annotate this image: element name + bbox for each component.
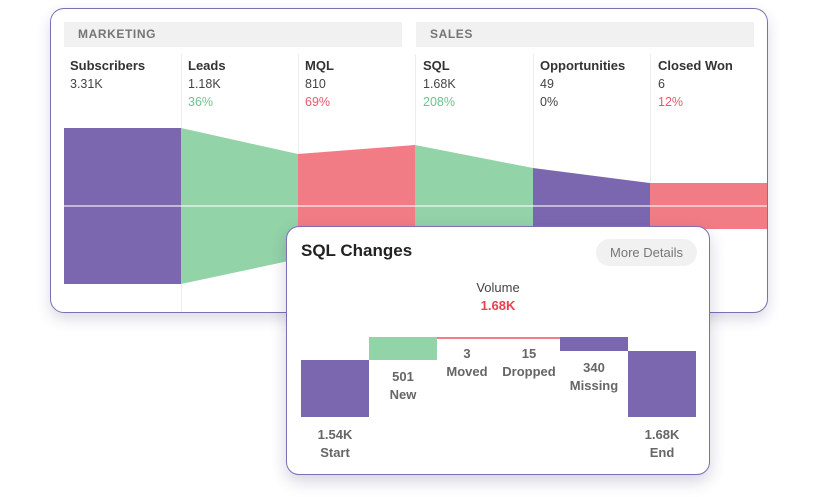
stage-value: 1.18K (188, 77, 221, 91)
waterfall-category: New (389, 387, 417, 402)
stage-sql[interactable]: SQL 1.68K 208% (423, 57, 540, 111)
waterfall-category: End (649, 445, 675, 460)
stage-name: Subscribers (70, 58, 146, 73)
volume-label: Volume (476, 280, 520, 295)
waterfall-value: 340 (583, 360, 605, 375)
sql-changes-popup: SQL Changes More Details Volume 1.68K 1.… (286, 226, 710, 475)
waterfall-value: 1.54K (317, 427, 353, 442)
stage-conversion: 208% (423, 95, 455, 109)
stage-opportunities[interactable]: Opportunities 49 0% (540, 57, 657, 111)
waterfall-bar-start (301, 360, 369, 417)
stage-mql[interactable]: MQL 810 69% (305, 57, 422, 111)
stage-name: Opportunities (540, 58, 626, 73)
waterfall-bar-moved (437, 337, 505, 339)
stage-closed-won[interactable]: Closed Won 6 12% (658, 57, 767, 111)
stage-name: MQL (305, 58, 334, 73)
section-header-marketing: MARKETING (64, 22, 402, 47)
waterfall-bar-end (628, 351, 696, 417)
waterfall-label-end: 1.68K End (622, 426, 702, 462)
stage-name: Closed Won (658, 58, 733, 73)
stage-value: 3.31K (70, 77, 103, 91)
stage-conversion: 12% (658, 95, 684, 109)
stage-value: 6 (658, 77, 665, 91)
volume-value: 1.68K (480, 298, 516, 313)
waterfall-category: Moved (446, 364, 488, 379)
stage-name: Leads (188, 58, 226, 73)
waterfall-bar-dropped (500, 337, 568, 339)
waterfall-value: 1.68K (644, 427, 680, 442)
waterfall-label-missing: 340 Missing (554, 359, 634, 395)
waterfall-label-new: 501 New (363, 368, 443, 404)
stage-conversion: 36% (188, 95, 214, 109)
stage-subscribers[interactable]: Subscribers 3.31K (70, 57, 187, 93)
waterfall-chart (301, 337, 696, 417)
waterfall-value: 15 (521, 346, 537, 361)
more-details-button[interactable]: More Details (596, 239, 697, 266)
waterfall-label-start: 1.54K Start (295, 426, 375, 462)
stage-value: 810 (305, 77, 326, 91)
stage-leads[interactable]: Leads 1.18K 36% (188, 57, 305, 111)
popup-title: SQL Changes (301, 241, 413, 260)
waterfall-bar-new (369, 337, 437, 360)
waterfall-category: Start (320, 445, 350, 460)
stage-conversion: 0% (540, 95, 559, 109)
stage-name: SQL (423, 58, 450, 73)
section-header-sales: SALES (416, 22, 754, 47)
waterfall-label-dropped: 15 Dropped (489, 345, 569, 381)
stage-value: 1.68K (423, 77, 456, 91)
waterfall-value: 501 (392, 369, 414, 384)
waterfall-label-moved: 3 Moved (427, 345, 507, 381)
stage-conversion: 69% (305, 95, 331, 109)
waterfall-category: Dropped (502, 364, 556, 379)
waterfall-category: Missing (569, 378, 619, 393)
stage-value: 49 (540, 77, 554, 91)
waterfall-bar-missing (560, 337, 628, 351)
waterfall-value: 3 (463, 346, 471, 361)
